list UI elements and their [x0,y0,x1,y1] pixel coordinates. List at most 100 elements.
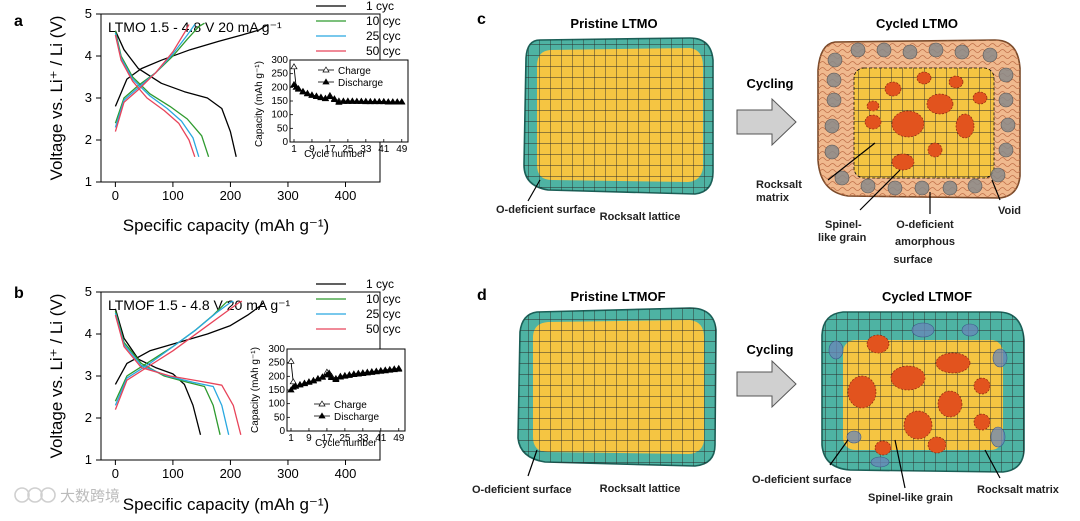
y-tick-label: 4 [85,48,92,63]
legend-label: 50 cyc [366,44,401,58]
annot-amorph-c-2: amorphous [895,236,955,248]
annot-rocksalt-matrix-d: Rocksalt matrix [977,484,1060,496]
inset-legend-label: Charge [338,66,371,77]
inset-y-tick-label: 150 [271,96,288,107]
inset-x-tick-label: 9 [309,144,315,155]
x-tick-label: 300 [277,466,299,481]
y-axis-label-b: Voltage vs. Li⁺ / Li (V) [47,294,66,459]
inset-discharge-point [344,97,352,104]
inset-discharge-point [384,98,392,105]
watermark: 大数跨境 [14,487,120,505]
annot-spinel-c-1: Spinel- [825,219,862,231]
inset-discharge-point [395,365,403,372]
inset-y-tick-label: 250 [271,69,288,80]
panel-label-a: a [14,13,23,30]
inset-x-tick-label: 41 [375,433,387,444]
inset-legend-marker [318,400,326,407]
inset-discharge-point [398,98,406,105]
cycled-ltmof-title: Cycled LTMOF [882,289,972,304]
inset-y-tick-label: 100 [271,110,288,121]
inset-x-tick-label: 17 [321,433,333,444]
inset-discharge-point [339,97,348,104]
legend-label: 10 cyc [366,292,401,306]
x-tick-label: 100 [162,188,184,203]
legend-label: 25 cyc [366,307,401,321]
annot-rocksalt-c-2: matrix [756,192,790,204]
x-axis-label-a: Specific capacity (mAh g⁻¹) [123,216,329,235]
annot-amorph-c-3: surface [893,254,932,266]
inset-discharge-point [303,90,312,97]
y-tick-label: 2 [85,410,92,425]
panel-b: b LTMOF 1.5 - 4.8 V 20 mA g⁻¹ Specific c… [14,277,406,514]
inset-y-tick-label: 300 [271,55,288,66]
annot-rocksalt-c-1: Rocksalt [756,179,802,191]
panel-label-d: d [477,287,487,304]
inset-charge-point [287,357,295,364]
inset-discharge-point [348,97,356,104]
cycling-arrow-c [736,97,797,147]
y-tick-label: 4 [85,326,92,341]
annot-o-deficient-surface-d-left: O-deficient surface [472,484,572,496]
x-tick-label: 200 [220,466,242,481]
inset-discharge-point [326,92,334,99]
inset-discharge-point [362,98,370,105]
inset-x-tick-label: 25 [339,433,351,444]
inset-discharge-point [325,370,333,377]
series-1-cyc-discharge-line [114,30,237,157]
inset-discharge-point [366,98,374,105]
inset-y-tick-label: 200 [268,371,285,382]
inset-y-tick-label: 50 [277,123,289,134]
legend-label: 1 cyc [366,0,394,13]
inset-x-tick-label: 1 [288,433,294,444]
panel-label-b: b [14,285,24,302]
inset-discharge-point [380,98,388,105]
inset-charge-point [290,63,298,70]
inset-legend-marker [322,66,330,73]
panel-a: a LTMO 1.5 - 4.8 V 20 mA g⁻¹ Specific ca… [14,0,409,235]
watermark-logo-icon [14,487,56,503]
inset-discharge-point [357,97,365,104]
inset-legend-marker [322,78,330,85]
inset-y-tick-label: 150 [268,385,285,396]
inset-frame-b [286,348,406,432]
inset-legend-marker [318,412,326,419]
inset-discharge-point [353,97,361,104]
inset-x-label-b: Cycle number [315,438,377,449]
inset-discharge-point [371,98,379,105]
inset-x-tick-label: 49 [393,433,405,444]
series-50-cyc-charge-line [114,300,243,410]
inset-discharge-point [359,369,367,376]
inset-discharge-point [308,91,316,98]
inset-y-tick-label: 200 [271,82,288,93]
inset-legend-label: Charge [334,400,367,411]
inset-discharge-point [375,98,383,105]
inset-y-tick-label: 0 [282,137,288,148]
y-tick-label: 1 [85,452,92,467]
x-tick-label: 0 [112,466,119,481]
x-tick-label: 300 [277,188,299,203]
annot-spinel-c-2: like grain [818,232,867,244]
y-tick-label: 2 [85,132,92,147]
series-25-cyc-discharge-line [114,312,230,435]
inset-y-label-a: Capacity (mAh g⁻¹) [254,61,265,147]
inset-discharge-point [314,375,322,382]
inset-x-tick-label: 1 [291,144,297,155]
series-50-cyc-charge-line [114,24,190,132]
legend-label: 10 cyc [366,14,401,28]
inset-discharge-point [363,369,371,376]
inset-y-tick-label: 100 [268,399,285,410]
series-10-cyc-charge-line [114,22,205,124]
x-tick-label: 400 [335,466,357,481]
inset-y-tick-label: 0 [279,426,285,437]
series-50-cyc-discharge-line [114,314,242,435]
series-50-cyc-discharge-line [114,34,196,158]
inset-discharge-point [381,367,389,374]
legend-label: 1 cyc [366,277,394,291]
pristine-ltmof-particle [517,307,717,467]
inset-discharge-point [389,98,397,105]
x-tick-label: 200 [220,188,242,203]
legend-label: 50 cyc [366,322,401,336]
y-tick-label: 3 [85,90,92,105]
annot-rocksalt-lattice-d: Rocksalt lattice [600,483,681,495]
